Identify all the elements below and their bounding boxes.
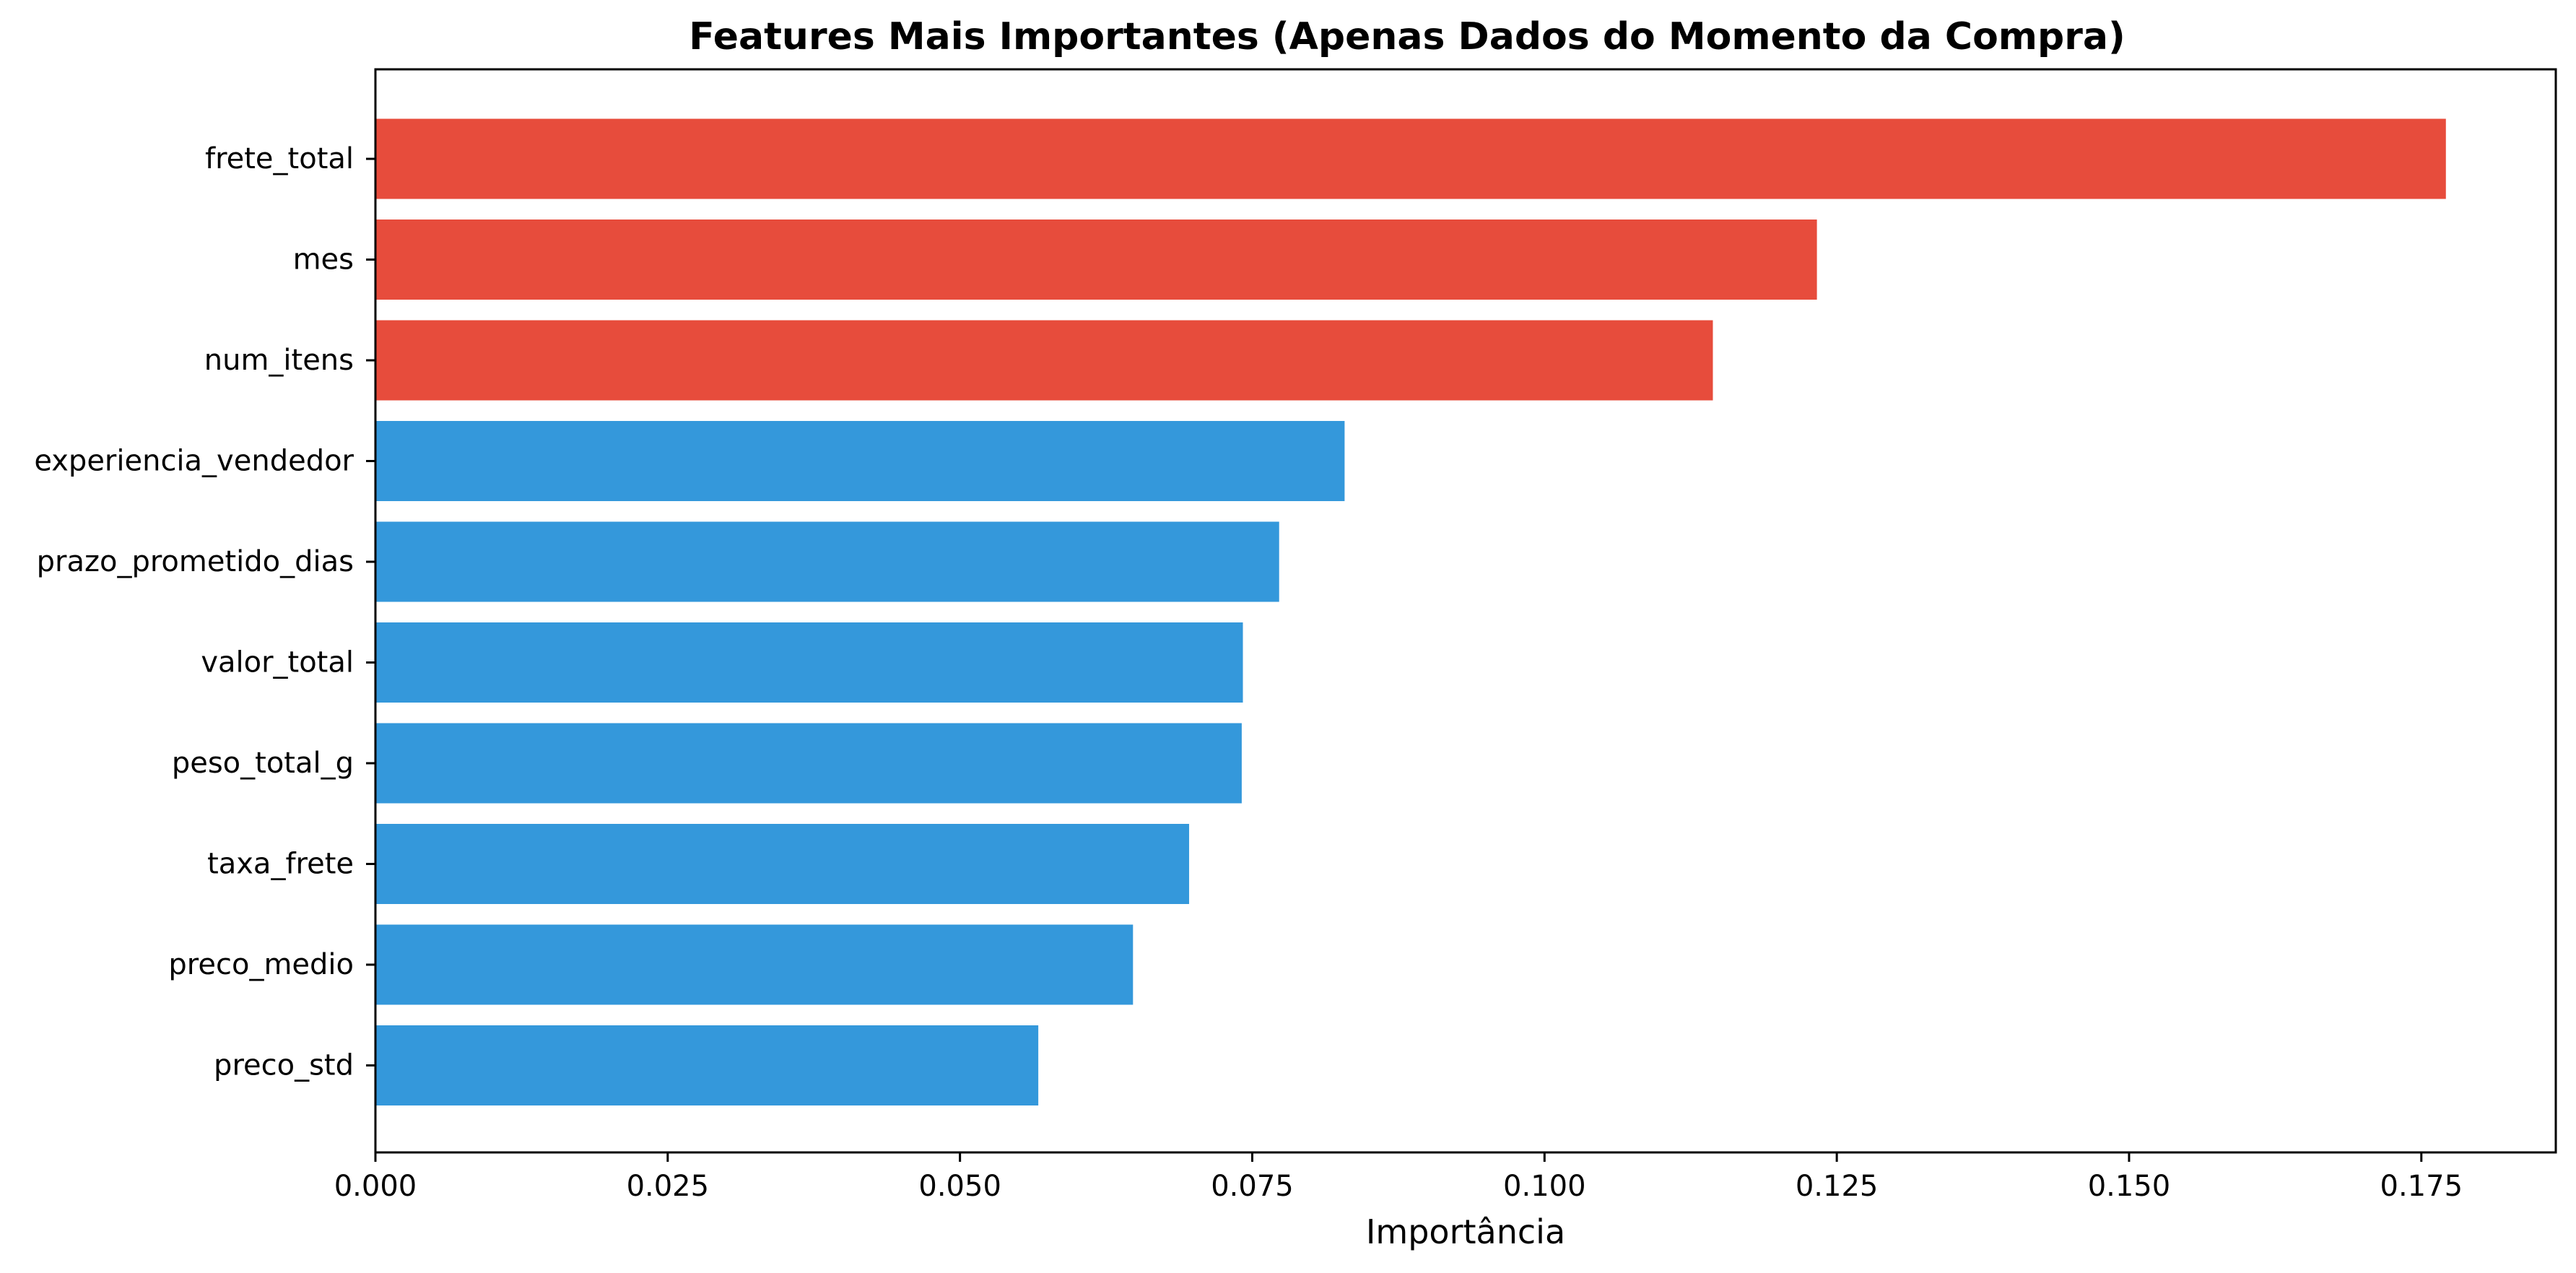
y-tick-label: preco_medio xyxy=(168,948,354,981)
bar-experiencia-vendedor xyxy=(375,421,1345,501)
y-tick-label: taxa_frete xyxy=(207,848,354,881)
x-tick-label: 0.000 xyxy=(334,1170,417,1203)
y-tick-label: preco_std xyxy=(214,1049,354,1082)
x-axis-label: Importância xyxy=(1366,1212,1565,1251)
bars-layer xyxy=(375,118,2446,1105)
bar-prazo-prometido-dias xyxy=(375,521,1279,602)
bar-taxa-frete xyxy=(375,824,1190,904)
y-tick-label: prazo_prometido_dias xyxy=(37,545,354,578)
chart-title: Features Mais Importantes (Apenas Dados … xyxy=(689,15,2125,58)
bar-mes xyxy=(375,220,1817,300)
plot-frame xyxy=(374,68,2557,1154)
x-tick-label: 0.175 xyxy=(2380,1170,2463,1203)
bar-frete-total xyxy=(375,118,2446,199)
y-tick-label: valor_total xyxy=(201,646,354,679)
x-tick-label: 0.100 xyxy=(1503,1170,1586,1203)
bar-num-itens xyxy=(375,320,1713,401)
bar-preco-std xyxy=(375,1025,1039,1105)
y-tick-label: mes xyxy=(293,243,354,277)
x-tick-label: 0.125 xyxy=(1796,1170,1879,1203)
bar-peso-total-g xyxy=(375,723,1242,804)
x-tick-label: 0.050 xyxy=(918,1170,1001,1203)
x-tick-label: 0.075 xyxy=(1211,1170,1294,1203)
y-tick-label: num_itens xyxy=(204,344,354,377)
x-tick-label: 0.025 xyxy=(627,1170,710,1203)
x-tick-label: 0.150 xyxy=(2088,1170,2171,1203)
x-axis-ticks: 0.000 0.025 0.050 0.075 0.100 0.125 0.150 0.175 xyxy=(334,1152,2463,1203)
y-tick-label: experiencia_vendedor xyxy=(34,445,354,478)
bar-valor-total xyxy=(375,622,1243,703)
bar-preco-medio xyxy=(375,924,1133,1005)
y-tick-label: frete_total xyxy=(205,142,354,175)
y-tick-label: peso_total_g xyxy=(172,747,354,780)
